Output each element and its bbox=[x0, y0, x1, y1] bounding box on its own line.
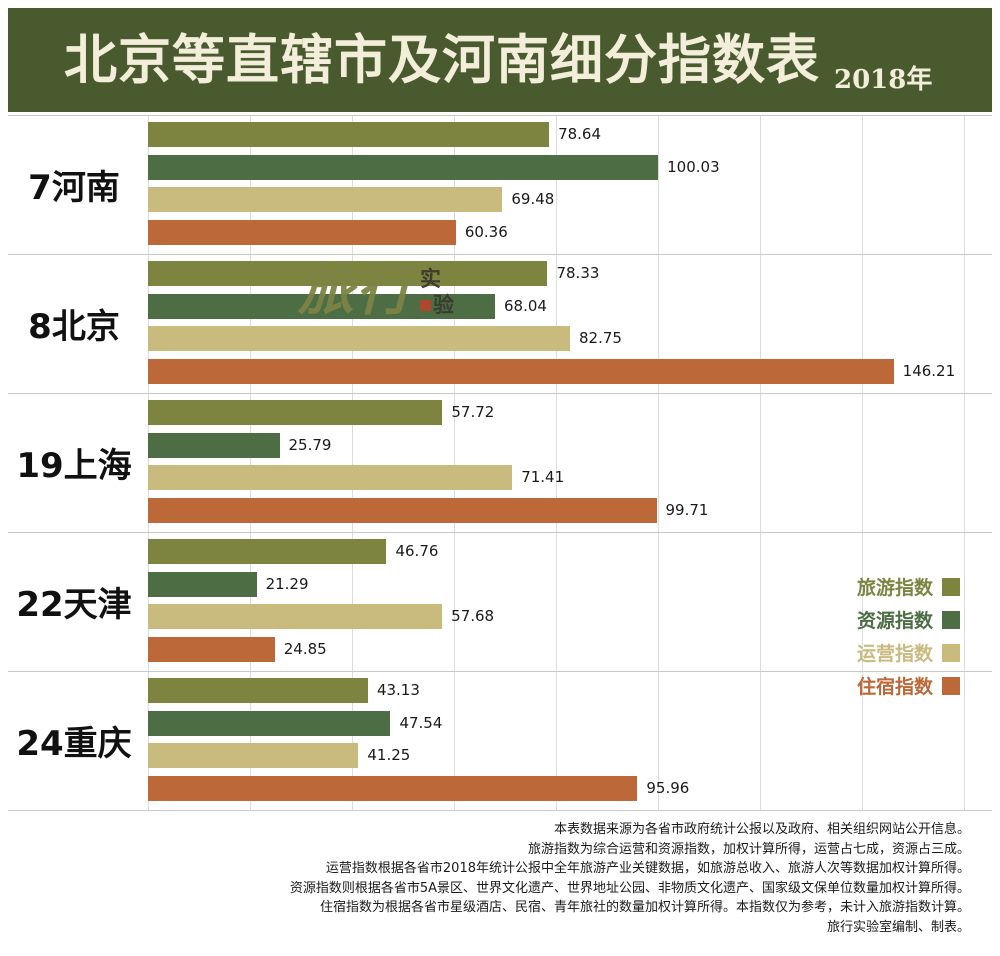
legend-swatch bbox=[942, 610, 960, 629]
footnote-line: 本表数据来源为各省市政府统计公报以及政府、相关组织网站公开信息。 bbox=[553, 822, 970, 837]
bar bbox=[148, 497, 657, 523]
bar-value-label: 57.72 bbox=[451, 403, 495, 421]
bar bbox=[148, 358, 894, 384]
row-separator bbox=[8, 810, 992, 811]
bar-value-label: 78.64 bbox=[558, 125, 602, 143]
watermark-stack: 实 验 bbox=[420, 266, 454, 319]
bar-value-label: 57.68 bbox=[451, 607, 495, 625]
bar bbox=[148, 775, 638, 801]
bar-value-label: 41.25 bbox=[367, 746, 411, 764]
legend-swatch bbox=[942, 676, 960, 695]
bar bbox=[148, 432, 280, 458]
bar-value-label: 47.54 bbox=[399, 713, 443, 732]
legend-label: 住宿指数 bbox=[856, 676, 933, 698]
footnote-line: 旅行实验室编制、制表。 bbox=[826, 919, 970, 935]
footnote-line: 资源指数则根据各省市5A景区、世界文化遗产、世界地址公园、非物质文化遗产、国家级… bbox=[289, 880, 970, 896]
gridline bbox=[658, 115, 659, 810]
page-year: 2018年 bbox=[834, 65, 933, 95]
bar bbox=[148, 743, 359, 768]
bar-value-label: 146.21 bbox=[902, 361, 956, 380]
bar bbox=[148, 187, 503, 212]
footnote-line: 运营指数根据各省市2018年统计公报中全年旅游产业关键数据，如旅游总收入、旅游人… bbox=[325, 861, 970, 876]
bar bbox=[148, 400, 443, 425]
bar bbox=[148, 293, 495, 319]
bar-value-label: 21.29 bbox=[265, 574, 309, 593]
bar-value-label: 24.85 bbox=[283, 639, 327, 658]
watermark-char-bottom: 验 bbox=[433, 293, 454, 318]
bar-value-label: 99.71 bbox=[665, 500, 709, 519]
chart-legend: 旅游指数资源指数运营指数住宿指数 bbox=[857, 570, 960, 702]
bar-value-label: 43.13 bbox=[376, 681, 420, 699]
bar bbox=[148, 154, 659, 180]
bar bbox=[148, 539, 387, 564]
row-label: 24重庆 bbox=[16, 724, 132, 764]
bar-value-label: 71.41 bbox=[521, 468, 565, 486]
legend-swatch bbox=[942, 643, 960, 662]
legend-swatch bbox=[942, 577, 960, 596]
row-separator bbox=[8, 115, 992, 116]
gridline bbox=[454, 115, 455, 810]
row-separator bbox=[8, 393, 992, 394]
bar-value-label: 82.75 bbox=[579, 329, 622, 347]
bar bbox=[148, 465, 513, 490]
bar-value-label: 25.79 bbox=[288, 435, 332, 454]
footnote-line: 住宿指数为根据各省市星级酒店、民宿、青年旅社的数量加权计算所得。本指数仅为参考，… bbox=[319, 900, 970, 915]
legend-label: 运营指数 bbox=[856, 643, 933, 665]
legend-label: 资源指数 bbox=[856, 610, 933, 632]
row-label: 7河南 bbox=[28, 168, 120, 208]
row-label: 19上海 bbox=[16, 446, 132, 486]
bar-value-label: 100.03 bbox=[667, 157, 720, 176]
bar bbox=[148, 571, 257, 597]
legend-item: 运营指数 bbox=[857, 636, 960, 669]
row-separator bbox=[8, 671, 992, 672]
seal-icon bbox=[420, 299, 431, 311]
watermark-main-text: 旅行 bbox=[298, 257, 414, 323]
gridline bbox=[148, 115, 149, 810]
footnote-line: 旅游指数为综合运营和资源指数，加权计算所得，运营占七成，资源占三成。 bbox=[527, 841, 970, 857]
gridline bbox=[862, 115, 863, 810]
bar bbox=[148, 636, 275, 662]
footnotes: 本表数据来源为各省市政府统计公报以及政府、相关组织网站公开信息。旅游指数为综合运… bbox=[290, 820, 970, 937]
legend-label: 旅游指数 bbox=[856, 577, 933, 599]
bar-value-label: 60.36 bbox=[464, 222, 508, 241]
legend-item: 住宿指数 bbox=[857, 669, 960, 702]
page-title: 北京等直辖市及河南细分指数表 bbox=[64, 28, 820, 91]
gridline bbox=[352, 115, 353, 810]
watermark: 旅行 实 验 bbox=[298, 262, 454, 319]
bar-value-label: 69.48 bbox=[511, 190, 555, 208]
row-label: 22天津 bbox=[16, 585, 132, 625]
legend-item: 旅游指数 bbox=[857, 570, 960, 603]
bar-chart: 7河南 78.64 100.03 69.48 60.36 8北京 78.33 68.04 82.… bbox=[0, 115, 1000, 811]
row-separator bbox=[8, 254, 992, 255]
bar bbox=[148, 710, 391, 736]
row-separator bbox=[8, 532, 992, 533]
header-banner: 北京等直辖市及河南细分指数表 2018年 bbox=[8, 8, 992, 112]
gridline bbox=[760, 115, 761, 810]
row-label: 8北京 bbox=[28, 307, 120, 347]
bar-value-label: 68.04 bbox=[504, 296, 547, 315]
bar bbox=[148, 219, 456, 245]
bar bbox=[148, 604, 443, 629]
bar bbox=[148, 678, 368, 703]
gridline bbox=[250, 115, 251, 810]
gridline bbox=[556, 115, 557, 810]
bar bbox=[148, 261, 548, 286]
bar bbox=[148, 326, 571, 351]
bar bbox=[148, 122, 550, 147]
watermark-char-top: 实 bbox=[420, 267, 441, 291]
gridline bbox=[964, 115, 965, 810]
bar-value-label: 78.33 bbox=[556, 264, 600, 282]
bar-value-label: 95.96 bbox=[646, 778, 690, 797]
legend-item: 资源指数 bbox=[857, 603, 960, 636]
bar-value-label: 46.76 bbox=[395, 542, 439, 560]
